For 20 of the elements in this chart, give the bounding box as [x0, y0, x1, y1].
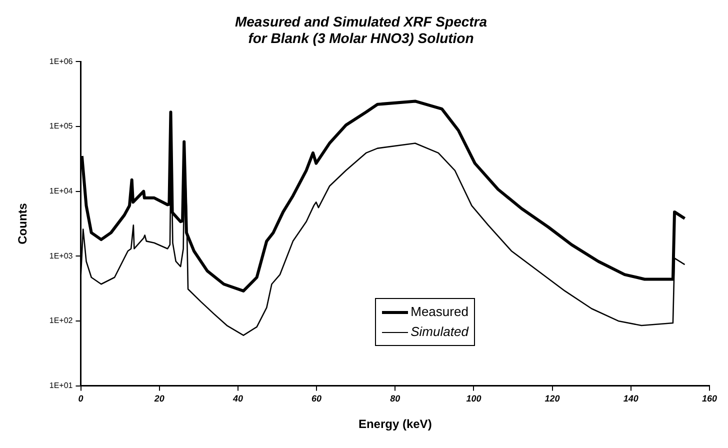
y-tick-label: 1E+01	[49, 381, 74, 390]
x-tick-label: 0	[78, 394, 84, 404]
x-tick-label: 40	[232, 394, 243, 404]
x-tick-label: 160	[702, 394, 718, 404]
x-axis-title: Energy (keV)	[358, 417, 432, 432]
legend-label: Measured	[410, 303, 468, 322]
x-tick-label: 20	[153, 394, 164, 404]
x-tick-label: 60	[312, 394, 322, 404]
x-tick-label: 80	[390, 394, 400, 404]
y-tick-label: 1E+02	[49, 316, 74, 326]
y-tick-label: 1E+03	[49, 251, 74, 260]
y-tick-label: 1E+05	[49, 122, 74, 131]
x-tick-label: 120	[544, 394, 560, 404]
legend-label: Simulated	[410, 323, 468, 342]
y-axis-title: Counts	[16, 202, 30, 244]
y-tick-label: 1E+06	[49, 56, 74, 66]
chart-title: Measured and Simulated XRF Spectra for Blank (3 Molar HNO3) Solution	[234, 13, 488, 46]
x-tick-label: 140	[623, 394, 638, 404]
x-tick-label: 100	[466, 394, 482, 404]
y-tick-label: 1E+04	[49, 186, 74, 196]
